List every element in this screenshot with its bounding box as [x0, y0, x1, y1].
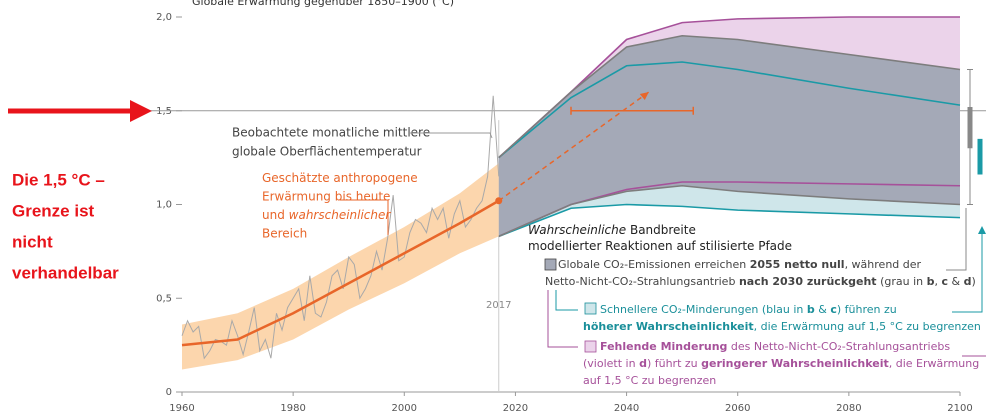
x-tick-label: 1960 [169, 403, 194, 414]
callout-text: verhandelbar [12, 263, 119, 282]
chart-title: Globale Erwärmung gegenüber 1850–1900 (°… [192, 0, 454, 8]
label-segment: & [815, 303, 831, 316]
observed-pointer [410, 132, 493, 139]
label-line: Globale CO₂-Emissionen erreichen 2055 ne… [558, 258, 922, 271]
label-segment: ) [971, 275, 975, 288]
x-tick-label: 2040 [614, 403, 639, 414]
projection-line [498, 34, 961, 159]
label-line: Fehlende Minderung des Netto-Nicht-CO₂-S… [600, 340, 950, 353]
label-segment: & [948, 275, 964, 288]
label-segment: wahrscheinlicher [289, 208, 392, 222]
label-segment: b [927, 275, 935, 288]
label-segment: Bandbreite [626, 223, 696, 237]
label-line: Wahrscheinliche Bandbreite [528, 223, 696, 237]
label-segment: d [639, 357, 647, 370]
label-segment: geringerer Wahrscheinlichkeit [701, 357, 889, 370]
label-segment: und [262, 208, 289, 222]
x-tick-label: 2000 [392, 403, 417, 414]
observed-line [181, 95, 500, 360]
label-line: Netto-Nicht-CO₂-Strahlungsantrieb nach 2… [545, 275, 976, 288]
label-segment: b [807, 303, 815, 316]
label-segment: Fehlende Minderung [600, 340, 727, 353]
anthropogenic-line [181, 199, 500, 347]
label-segment: Bereich [262, 226, 307, 240]
y-tick-label: 2,0 [156, 12, 172, 23]
label-segment: , die Erwärmung [889, 357, 979, 370]
x-tick-label: 2080 [836, 403, 861, 414]
label-segment: Netto-Nicht-CO₂-Strahlungsantrieb [545, 275, 739, 288]
callout-text: Grenze ist [12, 201, 95, 220]
projection-line [498, 203, 961, 238]
extension-head [639, 92, 649, 100]
label-segment: 2055 netto null [750, 258, 845, 271]
plot: 1960 1980 2000 2020 2040 2060 2080 210000,51,01… [140, 12, 986, 414]
label-segment: des Netto-Nicht-CO₂-Strahlungsantriebs [727, 340, 950, 353]
projection-band [498, 35, 960, 237]
label-segment: (grau in [877, 275, 927, 288]
label-segment: d [964, 275, 972, 288]
callout-arrow-head [130, 100, 152, 122]
anthropogenic-pointer [340, 199, 389, 235]
connector [547, 290, 578, 348]
range-box [977, 138, 983, 175]
y-tick-label: 1,0 [156, 200, 172, 211]
marker-label: 2017 [486, 300, 511, 311]
label-segment: Geschätzte anthropogene [262, 171, 418, 185]
label-segment: Wahrscheinliche [528, 223, 626, 237]
label-segment: ) führen zu [837, 303, 897, 316]
connector [946, 208, 967, 271]
label-segment: c [941, 275, 948, 288]
legend-swatch [544, 258, 557, 271]
x-tick-label: 2020 [503, 403, 528, 414]
connector [952, 232, 983, 313]
legend-swatch [584, 302, 597, 315]
label-line: Schnellere CO₂-Minderungen (blau in b & … [600, 303, 897, 316]
label-line: höherer Wahrscheinlichkeit, die Erwärmun… [583, 320, 981, 333]
y-tick-label: 0,5 [156, 293, 172, 304]
label-segment: c [830, 303, 837, 316]
x-tick-label: 2100 [947, 403, 972, 414]
label-line: Geschätzte anthropogene [262, 171, 418, 185]
label-segment: , die Erwärmung auf 1,5 °C zu begrenzen [754, 320, 981, 333]
label-line: Erwärmung bis heute [262, 189, 390, 203]
label-line: auf 1,5 °C zu begrenzen [583, 374, 716, 387]
projection-line [498, 61, 961, 159]
label-segment: Schnellere CO₂-Minderungen (blau in [600, 303, 807, 316]
observed-annotation: Beobachtete monatliche mittlere [232, 126, 430, 140]
connector-head [978, 226, 986, 234]
label-segment: Globale CO₂-Emissionen erreichen [558, 258, 750, 271]
x-tick-label: 1980 [280, 403, 305, 414]
legend-swatch [584, 340, 597, 353]
label-segment: modellierter Reaktionen auf stilisierte … [528, 239, 792, 253]
label-line: modellierter Reaktionen auf stilisierte … [528, 239, 792, 253]
label-segment: höherer Wahrscheinlichkeit [583, 320, 754, 333]
projection-line [498, 184, 961, 238]
connector [555, 290, 578, 311]
observed-annotation: globale Oberflächentemperatur [232, 145, 422, 159]
label-segment: ) führt zu [647, 357, 701, 370]
x-tick-label: 2060 [725, 403, 750, 414]
label-segment: , [934, 275, 941, 288]
label-segment: (violett in [583, 357, 639, 370]
likely-range [182, 163, 499, 370]
range-box [967, 107, 973, 149]
label-segment: auf 1,5 °C zu begrenzen [583, 374, 716, 387]
callout-text: nicht [12, 232, 53, 251]
label-segment: Erwärmung bis heute [262, 189, 390, 203]
label-segment: nach 2030 zurückgeht [739, 275, 877, 288]
label-line: Bereich [262, 226, 307, 240]
label-segment: , während der [845, 258, 922, 271]
label-line: (violett in d) führt zu geringerer Wahrs… [583, 357, 979, 370]
callout-text: Die 1,5 °C – [12, 170, 105, 189]
label-line: und wahrscheinlicher [262, 208, 391, 222]
y-tick-label: 0 [166, 387, 172, 398]
extension-start [495, 197, 503, 205]
